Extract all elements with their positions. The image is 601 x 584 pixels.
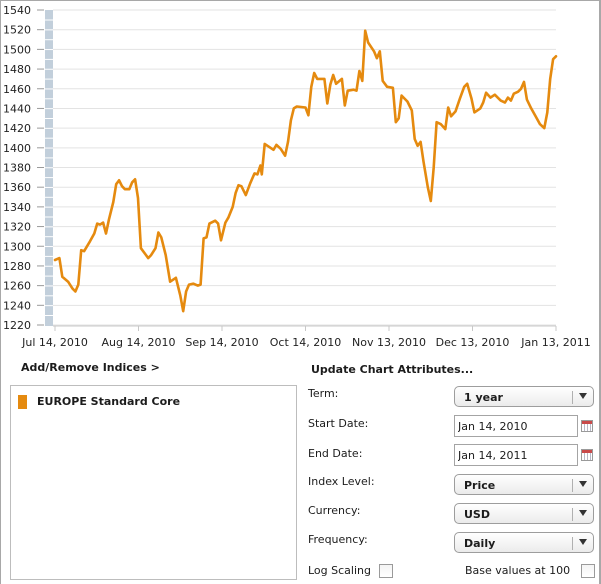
select-divider <box>572 479 573 492</box>
base-values-checkbox[interactable] <box>581 564 595 578</box>
x-tick-label: Sep 14, 2010 <box>185 336 258 349</box>
base-values-label: Base values at 100 <box>465 564 571 577</box>
y-tick-label: 1240 <box>3 299 31 312</box>
log-scaling-checkbox[interactable] <box>379 564 393 578</box>
frequency-select[interactable]: Daily <box>454 532 594 553</box>
y-tick-label: 1520 <box>3 24 31 37</box>
end-date-input[interactable] <box>454 444 578 466</box>
chevron-down-icon <box>579 481 587 487</box>
y-tick-label: 1340 <box>3 201 31 214</box>
start-date-label: Start Date: <box>308 417 369 430</box>
calendar-icon[interactable] <box>581 420 593 432</box>
y-tick-label: 1420 <box>3 122 31 135</box>
legend-swatch-europe-standard-core <box>18 395 27 409</box>
y-axis-strip-ticks <box>45 19 53 316</box>
y-tick-label: 1320 <box>3 221 31 234</box>
y-tick-label: 1540 <box>3 4 31 17</box>
start-date-input[interactable] <box>454 415 578 437</box>
y-tick-label: 1500 <box>3 43 31 56</box>
term-label: Term: <box>308 387 339 400</box>
y-tick-label: 1300 <box>3 240 31 253</box>
chevron-down-icon <box>579 510 587 516</box>
currency-select[interactable]: USD <box>454 503 594 524</box>
x-tick-label: Nov 13, 2010 <box>352 336 426 349</box>
select-divider <box>572 537 573 550</box>
term-select[interactable]: 1 year <box>454 386 594 407</box>
y-tick-label: 1260 <box>3 280 31 293</box>
y-tick-label: 1360 <box>3 181 31 194</box>
x-tick-label: Dec 13, 2010 <box>436 336 510 349</box>
chart-gridlines <box>53 9 556 326</box>
currency-select-value: USD <box>464 508 490 521</box>
calendar-icon[interactable] <box>581 449 593 461</box>
x-tick-label: Aug 14, 2010 <box>102 336 176 349</box>
y-tick-label: 1280 <box>3 260 31 273</box>
currency-label: Currency: <box>308 504 361 517</box>
x-tick-label: Oct 14, 2010 <box>270 336 342 349</box>
chevron-down-icon <box>579 539 587 545</box>
term-select-value: 1 year <box>464 391 503 404</box>
x-tick-label: Jan 13, 2011 <box>520 336 590 349</box>
chevron-down-icon <box>579 393 587 399</box>
select-divider <box>572 391 573 404</box>
log-scaling-label: Log Scaling <box>308 564 371 577</box>
y-tick-label: 1380 <box>3 162 31 175</box>
indices-list: EUROPE Standard Core <box>10 385 297 580</box>
index-level-select[interactable]: Price <box>454 474 594 495</box>
update-chart-attributes-heading: Update Chart Attributes... <box>311 363 474 376</box>
frame-right-border <box>599 0 601 584</box>
y-tick-label: 1440 <box>3 102 31 115</box>
series-line-europe-standard-core <box>53 29 558 313</box>
frequency-select-value: Daily <box>464 537 496 550</box>
add-remove-indices-link[interactable]: Add/Remove Indices > <box>21 361 160 374</box>
x-tick-label: Jul 14, 2010 <box>21 336 88 349</box>
y-tick-label: 1460 <box>3 83 31 96</box>
y-tick-label: 1220 <box>3 319 31 332</box>
y-axis-ticks: 1220 1240 1260 1280 1300 1320 1340 1360 1380 1400… <box>3 4 44 332</box>
index-level-select-value: Price <box>464 479 496 492</box>
index-level-label: Index Level: <box>308 475 375 488</box>
x-axis-ticks: Jul 14, 2010 Aug 14, 2010 Sep 14, 2010 Oct … <box>21 326 591 349</box>
y-tick-label: 1400 <box>3 142 31 155</box>
line-chart: 1220 1240 1260 1280 1300 1320 1340 1360 1380 1400… <box>3 4 591 349</box>
legend-label-europe-standard-core[interactable]: EUROPE Standard Core <box>37 395 181 408</box>
select-divider <box>572 508 573 521</box>
frequency-label: Frequency: <box>308 533 368 546</box>
y-tick-label: 1480 <box>3 63 31 76</box>
end-date-label: End Date: <box>308 447 363 460</box>
